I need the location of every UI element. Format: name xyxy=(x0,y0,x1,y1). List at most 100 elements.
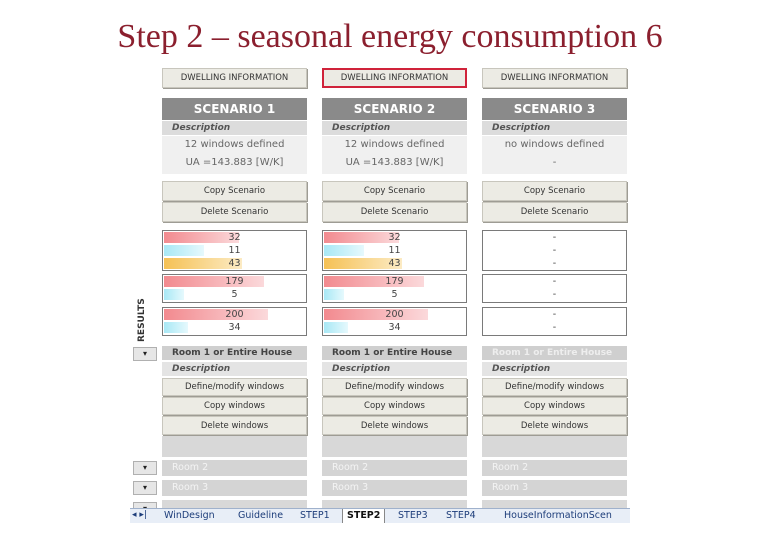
scenario-description-label[interactable]: Description xyxy=(322,121,467,135)
scenario-info: 12 windows defined UA =143.883 [W/K] xyxy=(322,136,467,174)
room2-expand-button[interactable]: ▾ xyxy=(133,461,157,475)
dwelling-information-button[interactable]: DWELLING INFORMATION xyxy=(162,68,307,88)
room1-spacer xyxy=(322,436,467,457)
results-box-3: 200 34 xyxy=(322,307,467,336)
result-row: 200 xyxy=(163,308,306,321)
room1-header: Room 1 or Entire House xyxy=(322,346,467,360)
dwelling-information-button[interactable]: DWELLING INFORMATION xyxy=(482,68,627,88)
delete-scenario-button[interactable]: Delete Scenario xyxy=(162,202,307,222)
result-row: - xyxy=(483,231,626,244)
result-row: 11 xyxy=(163,244,306,257)
delete-windows-button[interactable]: Delete windows xyxy=(482,416,627,435)
result-value: - xyxy=(552,322,557,333)
windows-defined-text: no windows defined xyxy=(504,139,605,150)
tab-step2[interactable]: STEP2 xyxy=(342,509,386,523)
result-row: 43 xyxy=(163,257,306,270)
room-description-label[interactable]: Description xyxy=(482,362,627,376)
result-bar xyxy=(164,258,242,269)
scenario-header: SCENARIO 3 xyxy=(482,98,627,120)
copy-windows-button[interactable]: Copy windows xyxy=(482,397,627,415)
copy-scenario-button[interactable]: Copy Scenario xyxy=(162,181,307,201)
tab-step4[interactable]: STEP4 xyxy=(446,510,476,521)
windows-defined-text: 12 windows defined xyxy=(184,139,285,150)
delete-scenario-button[interactable]: Delete Scenario xyxy=(482,202,627,222)
results-box-2: 179 5 xyxy=(162,274,307,303)
result-row: 179 xyxy=(323,275,466,288)
result-value: - xyxy=(552,309,557,320)
room2-header[interactable]: Room 2 xyxy=(162,460,307,476)
results-box-2: - - xyxy=(482,274,627,303)
room1-header: Room 1 or Entire House xyxy=(482,346,627,360)
copy-windows-button[interactable]: Copy windows xyxy=(322,397,467,415)
scenario-description-label[interactable]: Description xyxy=(482,121,627,135)
result-row: - xyxy=(483,275,626,288)
result-value: 5 xyxy=(391,289,398,300)
result-bar xyxy=(324,276,424,287)
result-value: 32 xyxy=(388,232,401,243)
result-row: 5 xyxy=(323,288,466,301)
results-box-3: 200 34 xyxy=(162,307,307,336)
room1-spacer xyxy=(482,436,627,457)
result-value: 200 xyxy=(225,309,244,320)
delete-windows-button[interactable]: Delete windows xyxy=(162,416,307,435)
scenario-info: no windows defined - xyxy=(482,136,627,174)
result-value: 179 xyxy=(225,276,244,287)
tab-scroll-arrows[interactable]: ◂ ▸| xyxy=(132,510,147,520)
result-row: - xyxy=(483,308,626,321)
tab-guideline[interactable]: Guideline xyxy=(238,510,284,521)
scenario-header: SCENARIO 2 xyxy=(322,98,467,120)
copy-scenario-button[interactable]: Copy Scenario xyxy=(482,181,627,201)
results-box-1: 32 11 43 xyxy=(162,230,307,271)
room3-header[interactable]: Room 3 xyxy=(482,480,627,496)
define-modify-windows-button[interactable]: Define/modify windows xyxy=(322,378,467,396)
scenario-description-label[interactable]: Description xyxy=(162,121,307,135)
result-value: 11 xyxy=(388,245,401,256)
results-row-label: RESULTS xyxy=(135,298,147,342)
tab-houseinformation[interactable]: HouseInformationScen xyxy=(504,510,612,521)
ua-value-text: UA =143.883 [W/K] xyxy=(185,157,284,168)
room-description-label[interactable]: Description xyxy=(162,362,307,376)
tab-step3[interactable]: STEP3 xyxy=(398,510,428,521)
result-row: 32 xyxy=(323,231,466,244)
result-row: 34 xyxy=(323,321,466,334)
room3-header[interactable]: Room 3 xyxy=(162,480,307,496)
result-row: - xyxy=(483,321,626,334)
dwelling-information-button[interactable]: DWELLING INFORMATION xyxy=(322,68,467,88)
copy-scenario-button[interactable]: Copy Scenario xyxy=(322,181,467,201)
scenario-info: 12 windows defined UA =143.883 [W/K] xyxy=(162,136,307,174)
define-modify-windows-button[interactable]: Define/modify windows xyxy=(162,378,307,396)
tab-windesign[interactable]: WinDesign xyxy=(164,510,215,521)
room2-header[interactable]: Room 2 xyxy=(322,460,467,476)
room3-expand-button[interactable]: ▾ xyxy=(133,481,157,495)
tab-step1[interactable]: STEP1 xyxy=(300,510,330,521)
result-row: 179 xyxy=(163,275,306,288)
result-value: - xyxy=(552,245,557,256)
result-value: 34 xyxy=(228,322,241,333)
delete-windows-button[interactable]: Delete windows xyxy=(322,416,467,435)
result-bar xyxy=(324,245,364,256)
result-value: - xyxy=(552,289,557,300)
result-value: 43 xyxy=(228,258,241,269)
result-bar xyxy=(324,232,399,243)
result-row: 200 xyxy=(323,308,466,321)
define-modify-windows-button[interactable]: Define/modify windows xyxy=(482,378,627,396)
spreadsheet-area: RESULTS ▾ ▾ ▾ ▾ DWELLING INFORMATION SCE… xyxy=(130,66,630,522)
copy-windows-button[interactable]: Copy windows xyxy=(162,397,307,415)
result-bar xyxy=(164,309,268,320)
room-description-label[interactable]: Description xyxy=(322,362,467,376)
room2-header[interactable]: Room 2 xyxy=(482,460,627,476)
ua-value-text: UA =143.883 [W/K] xyxy=(345,157,444,168)
delete-scenario-button[interactable]: Delete Scenario xyxy=(322,202,467,222)
result-value: - xyxy=(552,276,557,287)
result-value: 5 xyxy=(231,289,238,300)
room3-header[interactable]: Room 3 xyxy=(322,480,467,496)
room1-expand-button[interactable]: ▾ xyxy=(133,347,157,361)
result-value: 43 xyxy=(388,258,401,269)
results-box-1: - - - xyxy=(482,230,627,271)
slide-title: Step 2 – seasonal energy consumption 6 xyxy=(117,18,663,55)
result-bar xyxy=(164,232,239,243)
result-bar xyxy=(164,276,264,287)
sheet-tab-bar: ◂ ▸| WinDesign Guideline STEP1 STEP2 STE… xyxy=(130,508,630,523)
windows-defined-text: 12 windows defined xyxy=(344,139,445,150)
result-row: - xyxy=(483,288,626,301)
